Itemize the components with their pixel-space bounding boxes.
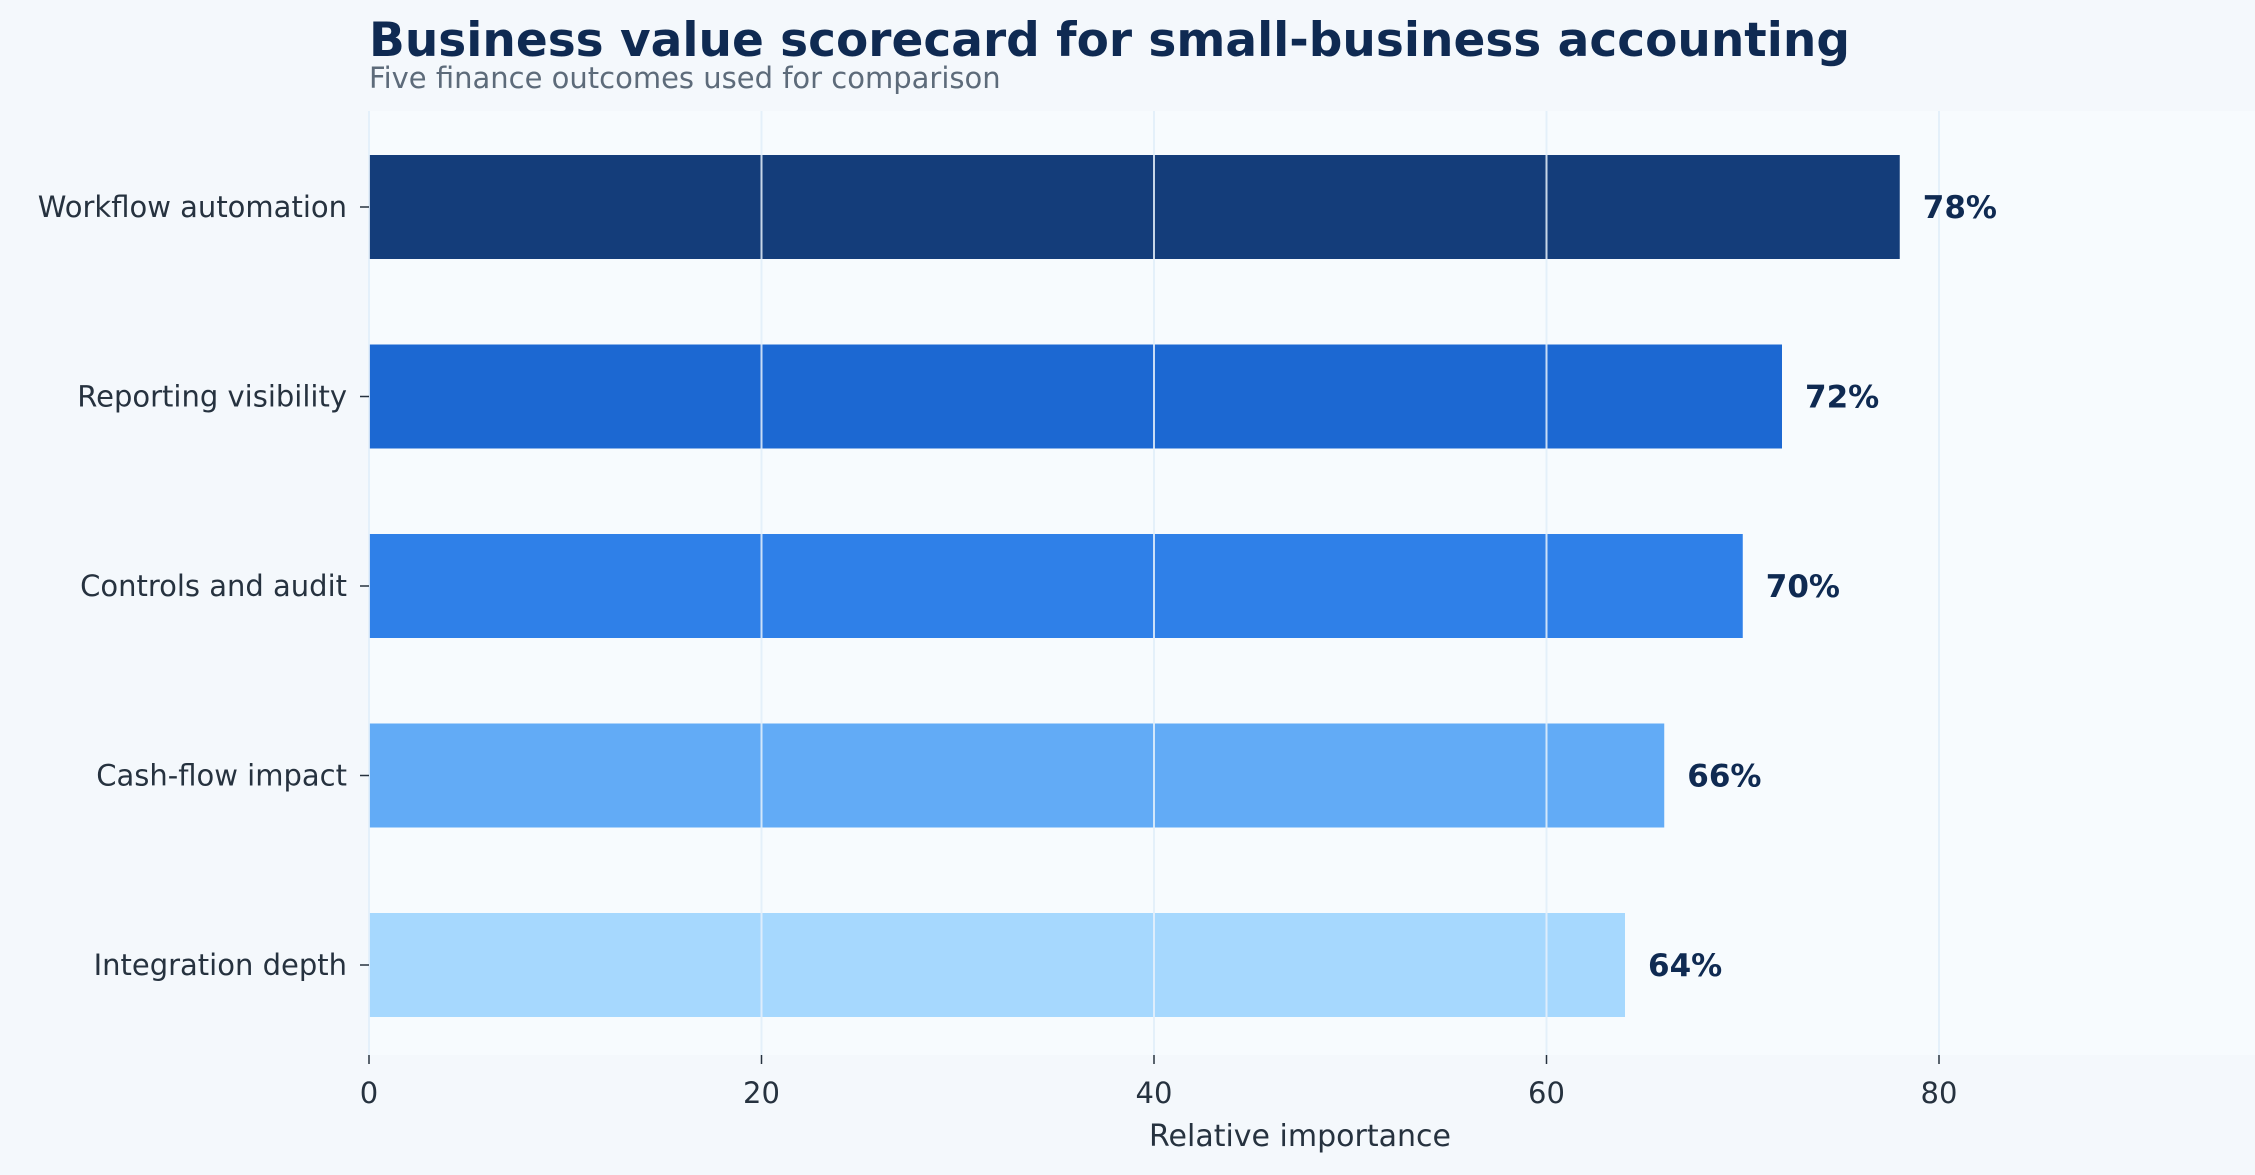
x-tick-label: 0 [360, 1076, 378, 1110]
category-label: Cash-flow impact [96, 759, 347, 793]
category-label: Integration depth [94, 948, 347, 982]
x-tick-label: 60 [1528, 1076, 1565, 1110]
gridlines-overlay [368, 111, 1940, 1055]
data-label: 64% [1648, 948, 1722, 984]
category-label: Workflow automation [38, 190, 347, 224]
category-label: Reporting visibility [77, 380, 347, 414]
chart-subtitle: Five finance outcomes used for compariso… [369, 61, 1001, 95]
x-axis-title: Relative importance [1149, 1119, 1451, 1154]
bar [369, 723, 1665, 828]
value-axis: 0 20 40 60 80 [360, 1055, 1958, 1110]
chart-title: Business value scorecard for small-busin… [369, 13, 1850, 68]
data-label: 70% [1766, 569, 1840, 605]
data-label: 66% [1687, 759, 1761, 795]
data-label: 78% [1923, 190, 1997, 226]
bar [369, 344, 1782, 449]
bar [369, 155, 1900, 259]
x-tick-label: 40 [1136, 1076, 1173, 1110]
data-labels: 78% 72% 70% 66% 64% [1648, 190, 1997, 984]
category-axis: Workflow automation Reporting visibility C… [38, 190, 369, 982]
bar [369, 534, 1743, 638]
category-label: Controls and audit [80, 569, 347, 603]
bar [369, 913, 1625, 1017]
x-tick-label: 80 [1921, 1076, 1958, 1110]
x-tick-label: 20 [743, 1076, 780, 1110]
data-label: 72% [1805, 380, 1879, 416]
